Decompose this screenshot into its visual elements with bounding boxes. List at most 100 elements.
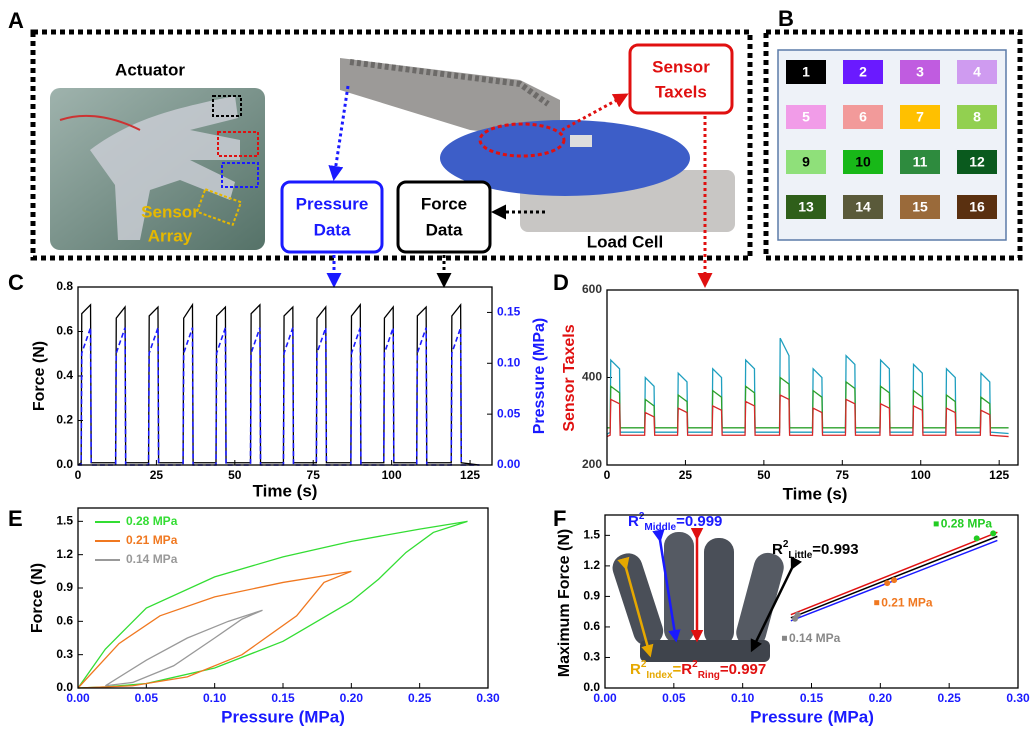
y-tick-label: 0.2 xyxy=(56,413,73,427)
x-tick-label: 0.10 xyxy=(731,691,755,705)
series-line xyxy=(78,305,479,465)
y-axis-label: Sensor Taxels xyxy=(561,324,578,431)
y-tick-label: 0.3 xyxy=(583,650,600,664)
label-marker xyxy=(874,600,879,605)
annotation-part: R xyxy=(772,541,783,558)
y-axis-label: Maximum Force (N) xyxy=(556,529,573,677)
x-tick-label: 75 xyxy=(307,468,321,482)
taxel-label: 13 xyxy=(798,199,814,215)
actuator-label: Actuator xyxy=(115,60,185,79)
x-axis-label: Pressure (MPa) xyxy=(221,707,345,726)
y2-tick-label: 0.05 xyxy=(497,406,521,420)
annotation-part: R xyxy=(681,661,692,678)
data-point xyxy=(891,577,897,583)
x-tick-label: 0.15 xyxy=(800,691,824,705)
taxel-label: 5 xyxy=(802,109,810,125)
taxel-label: 2 xyxy=(859,64,867,80)
x-tick-label: 0.05 xyxy=(662,691,686,705)
annotation-part: R xyxy=(630,661,641,678)
y-tick-label: 1.2 xyxy=(583,558,600,572)
taxel-label: 9 xyxy=(802,154,810,170)
annotation: R2Middle=0.999 xyxy=(628,511,722,533)
sensor-taxels-box xyxy=(630,45,732,113)
y-tick-label: 0.6 xyxy=(583,619,600,633)
x-tick-label: 50 xyxy=(757,468,771,482)
y-tick-label: 0.8 xyxy=(56,279,73,293)
taxel-label: 14 xyxy=(855,199,871,215)
x-tick-label: 100 xyxy=(382,468,402,482)
x-tick-label: 0.15 xyxy=(271,691,295,705)
y-tick-label: 0.4 xyxy=(56,368,73,382)
annotation-part: 2 xyxy=(783,539,789,550)
y2-tick-label: 0.10 xyxy=(497,355,521,369)
taxel-label: 12 xyxy=(969,154,985,170)
annotation-part: 2 xyxy=(639,511,645,522)
x-tick-label: 0.30 xyxy=(1006,691,1030,705)
y-tick-label: 0.3 xyxy=(56,647,73,661)
taxel-label: 15 xyxy=(912,199,928,215)
x-tick-label: 50 xyxy=(228,468,242,482)
y-tick-label: 0.0 xyxy=(56,457,73,471)
x-tick-label: 0.25 xyxy=(408,691,432,705)
force-data-box xyxy=(398,182,490,252)
y-axis-label: Force (N) xyxy=(31,341,48,411)
taxel-label: 8 xyxy=(973,109,981,125)
x-tick-label: 0.30 xyxy=(476,691,500,705)
data-point xyxy=(795,612,801,618)
load-cell-label: Load Cell xyxy=(587,232,664,251)
x-axis-label: Time (s) xyxy=(783,484,848,503)
label-marker xyxy=(782,636,787,641)
point-label: 0.28 MPa xyxy=(941,517,993,531)
sensor-taxels-label: Taxels xyxy=(655,82,707,101)
legend-label: 0.21 MPa xyxy=(126,533,178,547)
x-tick-label: 0 xyxy=(75,468,82,482)
force-data-label: Data xyxy=(426,220,463,239)
plot-frame xyxy=(78,287,492,465)
taxel-label: 4 xyxy=(973,64,981,80)
panel-label: F xyxy=(553,506,566,531)
series-line xyxy=(607,395,1009,437)
x-axis-label: Time (s) xyxy=(253,481,318,500)
y-tick-label: 1.5 xyxy=(56,514,73,528)
force-data-label: Force xyxy=(421,194,467,213)
finger-photo xyxy=(609,532,792,662)
x-tick-label: 100 xyxy=(911,468,931,482)
sensor-array-label: Array xyxy=(148,226,193,245)
sensor-array-label: Sensor xyxy=(141,202,199,221)
panel-label: E xyxy=(8,506,23,531)
y-tick-label: 600 xyxy=(582,282,602,296)
legend-label: 0.28 MPa xyxy=(126,514,178,528)
taxel-label: 16 xyxy=(969,199,985,215)
annotation-part: Little xyxy=(788,550,812,561)
point-label: 0.21 MPa xyxy=(881,595,933,609)
point-label: 0.14 MPa xyxy=(789,631,841,645)
x-tick-label: 125 xyxy=(460,468,480,482)
label-marker xyxy=(934,521,939,526)
y-tick-label: 400 xyxy=(582,370,602,384)
x-tick-label: 125 xyxy=(989,468,1009,482)
taxel-label: 7 xyxy=(916,109,924,125)
y2-axis-label: Pressure (MPa) xyxy=(531,318,548,435)
data-point xyxy=(884,580,890,586)
x-axis-label: Pressure (MPa) xyxy=(750,707,874,726)
y-tick-label: 0.9 xyxy=(583,589,600,603)
x-tick-label: 25 xyxy=(679,468,693,482)
y-tick-label: 1.2 xyxy=(56,547,73,561)
taxel-label: 1 xyxy=(802,64,810,80)
pressure-data-box xyxy=(282,182,382,252)
annotation-part: Middle xyxy=(644,522,676,533)
y-tick-label: 200 xyxy=(582,457,602,471)
y-tick-label: 0.0 xyxy=(56,680,73,694)
y-tick-label: 1.5 xyxy=(583,528,600,542)
x-tick-label: 0.10 xyxy=(203,691,227,705)
x-tick-label: 25 xyxy=(150,468,164,482)
y-axis-label: Force (N) xyxy=(29,563,46,633)
annotation: R2Little=0.993 xyxy=(772,539,859,561)
series-line xyxy=(78,571,351,688)
y-tick-label: 0.6 xyxy=(56,324,73,338)
x-tick-label: 0.20 xyxy=(340,691,364,705)
data-point xyxy=(990,530,996,536)
panel-label: C xyxy=(8,270,24,295)
pressure-data-label: Pressure xyxy=(296,194,369,213)
taxel-label: 3 xyxy=(916,64,924,80)
